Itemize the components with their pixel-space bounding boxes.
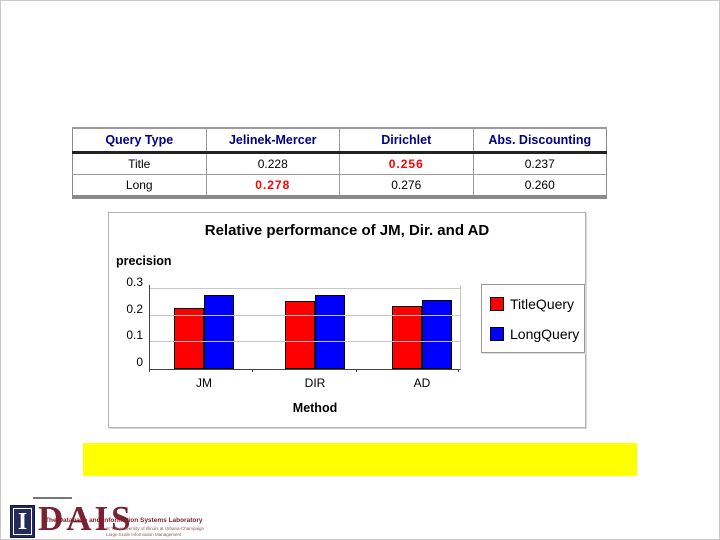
y-tick-label: 0.3 <box>126 275 143 289</box>
x-axis-tick <box>356 369 357 372</box>
cell-query-type: Title <box>72 152 206 175</box>
logo-dash <box>33 497 72 499</box>
bar-group-dir <box>285 295 345 369</box>
cell-value-highlighted: 0.278 <box>205 174 340 197</box>
cell-value: 0.276 <box>339 174 473 197</box>
cell-value-highlighted: 0.256 <box>339 152 473 175</box>
logo-lab-name: The Database and Information Systems Lab… <box>45 517 203 524</box>
x-axis-tick <box>149 369 150 372</box>
highlight-bar <box>83 443 637 476</box>
cell-value: 0.260 <box>472 174 607 197</box>
bar-longquery <box>422 300 452 369</box>
legend-item-longquery: LongQuery <box>490 326 579 342</box>
bar-group-jm <box>174 295 234 369</box>
cell-query-type: Long <box>72 174 206 197</box>
bar-titlequery <box>174 308 204 369</box>
x-category-label: DIR <box>304 376 326 390</box>
y-tick-label: 0.1 <box>126 328 143 342</box>
bar-group-ad <box>392 300 452 369</box>
logo-subline: Large Scale Information Management <box>106 532 182 537</box>
x-axis-tick <box>252 369 253 372</box>
chart-title: Relative performance of JM, Dir. and AD <box>204 222 490 239</box>
dais-logo: I DAIS The Database and Information Syst… <box>10 497 210 540</box>
longquery-swatch-icon <box>490 327 504 341</box>
table-header-row: Query Type Jelinek-Mercer Dirichlet Abs.… <box>72 128 607 154</box>
legend-label: LongQuery <box>510 326 580 342</box>
column-header-dirichlet: Dirichlet <box>339 128 473 154</box>
illinois-i-icon: I <box>10 505 35 538</box>
cell-value: 0.237 <box>472 152 607 175</box>
x-category-label: AD <box>413 376 431 390</box>
results-table: Query Type Jelinek-Mercer Dirichlet Abs.… <box>72 127 607 199</box>
gridline <box>150 314 460 316</box>
chart-legend: TitleQuery LongQuery <box>481 284 585 353</box>
gridline <box>150 288 460 289</box>
column-header-abs-discounting: Abs. Discounting <box>472 128 607 154</box>
table-row: Title 0.228 0.256 0.237 <box>72 152 607 175</box>
column-header-query-type: Query Type <box>72 128 206 154</box>
bar-titlequery <box>392 306 422 369</box>
logo-letter: I <box>13 508 32 535</box>
table-row: Long 0.278 0.276 0.260 <box>72 174 607 197</box>
gridline <box>150 341 460 343</box>
x-category-label: JM <box>196 376 212 390</box>
titlequery-swatch-icon <box>490 297 504 311</box>
bar-longquery <box>315 295 345 369</box>
column-header-jelinek-mercer: Jelinek-Mercer <box>205 128 340 154</box>
logo-acronym: DAIS <box>38 499 134 538</box>
plot-area <box>149 285 461 370</box>
x-axis-label: Method <box>292 401 338 415</box>
bar-chart: Relative performance of JM, Dir. and AD … <box>108 212 586 428</box>
cell-value: 0.228 <box>205 152 340 175</box>
y-tick-label: 0.2 <box>126 302 143 316</box>
legend-item-titlequery: TitleQuery <box>490 296 574 312</box>
y-axis-label: precision <box>116 254 172 268</box>
y-tick-label: 0 <box>136 355 143 369</box>
x-axis-tick <box>458 369 459 372</box>
logo-subline: at The University of Illinois at Urbana-… <box>106 526 204 531</box>
legend-label: TitleQuery <box>510 296 575 312</box>
bar-longquery <box>204 295 234 369</box>
bar-titlequery <box>285 301 315 369</box>
